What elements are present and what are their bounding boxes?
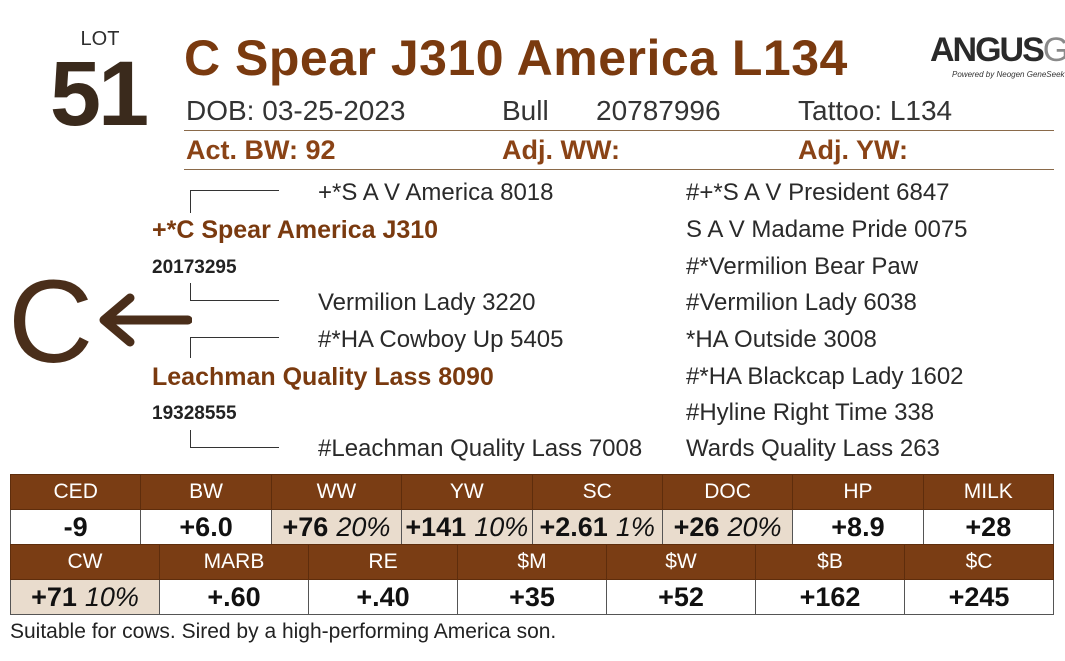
lot-label: LOT — [80, 28, 120, 50]
pedigree-ancestor: #*HA Blackcap Lady 1602 — [686, 363, 964, 390]
lot-comment: Suitable for cows. Sired by a high-perfo… — [10, 620, 557, 643]
epd-label: WW — [270, 474, 403, 510]
epd-value-b: +162 — [755, 579, 905, 615]
pedigree-bracket — [190, 190, 279, 213]
epd-value-yw: +141 10% — [401, 509, 533, 545]
epd-label: $B — [755, 544, 905, 580]
dam: Leachman Quality Lass 8090 — [152, 363, 494, 391]
epd-header-row: CW MARB RE $M $W $B $C — [10, 544, 1054, 580]
pedigree-ancestor: #Hyline Right Time 338 — [686, 399, 935, 426]
epd-label: $M — [457, 544, 607, 580]
epd-value-ced: -9 — [9, 509, 142, 545]
pedigree-ancestor: S A V Madame Pride 0075 — [686, 216, 968, 243]
epd-value-doc: +26 20% — [661, 509, 794, 545]
dob: DOB: 03-25-2023 — [186, 95, 406, 126]
epd-label: MILK — [922, 474, 1055, 510]
epd-percentile: 20% — [336, 511, 391, 542]
epd-label: $C — [904, 544, 1054, 580]
epd-value-marb: +.60 — [159, 579, 309, 615]
epd-header-row: CED BW WW YW SC DOC HP MILK — [9, 474, 1055, 510]
dam-registration: 19328555 — [152, 403, 237, 424]
epd-label: BW — [140, 474, 272, 510]
sire-dam: Vermilion Lady 3220 — [318, 289, 536, 316]
epd-label: MARB — [159, 544, 309, 580]
pedigree-bracket — [190, 337, 279, 358]
epd-value-row: +71 10% +.60 +.40 +35 +52 +162 +245 — [10, 579, 1054, 615]
animal-name: C Spear J310 America L134 — [184, 30, 848, 86]
epd-value-sc: +2.61 1% — [531, 509, 663, 545]
pedigree-ancestor: #*Vermilion Bear Paw — [686, 253, 919, 280]
logo-main: ANGUS — [930, 31, 1045, 69]
epd-value-milk: +28 — [922, 509, 1055, 545]
sex: Bull — [502, 95, 549, 126]
epd-label: RE — [308, 544, 458, 580]
epd-value-bw: +6.0 — [140, 509, 272, 545]
epd-percentile: 10% — [474, 511, 529, 542]
epd-label: $W — [606, 544, 756, 580]
epd-label: CED — [9, 474, 142, 510]
logo-suffix: GS — [1042, 31, 1065, 69]
pedigree-bracket — [190, 283, 279, 301]
epd-value-hp: +8.9 — [792, 509, 924, 545]
logo-tagline: Powered by Neogen GeneSeek — [952, 70, 1065, 79]
adjusted-weaning-weight: Adj. WW: — [502, 135, 620, 165]
epd-percentile: 1% — [615, 511, 655, 542]
divider — [184, 130, 1054, 131]
sire-registration: 20173295 — [152, 257, 237, 278]
registration-number: 20787996 — [596, 95, 721, 126]
tattoo: Tattoo: L134 — [798, 95, 953, 126]
epd-value-row: -9 +6.0 +76 20% +141 10% +2.61 1% +26 20% +8… — [9, 509, 1055, 545]
dam-sire: #*HA Cowboy Up 5405 — [318, 326, 564, 353]
arrow-left-icon — [99, 293, 192, 347]
sire-sire: +*S A V America 8018 — [318, 179, 554, 206]
epd-percentile: 10% — [84, 581, 139, 612]
epd-value-re: +.40 — [308, 579, 458, 615]
epd-value-m: +35 — [457, 579, 607, 615]
epd-label: DOC — [661, 474, 794, 510]
epd-value-cw: +71 10% — [10, 579, 160, 615]
epd-value-w: +52 — [606, 579, 756, 615]
pedigree-ancestor: Wards Quality Lass 263 — [686, 435, 940, 462]
lot-number: 51 — [49, 43, 149, 145]
pedigree-bracket — [190, 430, 279, 448]
epd-label: HP — [792, 474, 924, 510]
epd-label: SC — [531, 474, 663, 510]
epd-label: YW — [401, 474, 533, 510]
sire: +*C Spear America J310 — [152, 216, 439, 244]
pedigree-ancestor: #Vermilion Lady 6038 — [686, 289, 917, 316]
dam-dam: #Leachman Quality Lass 7008 — [318, 435, 643, 462]
epd-percentile: 20% — [727, 511, 782, 542]
epd-table-2: CW MARB RE $M $W $B $C +71 10% +.60 +.40 … — [10, 544, 1054, 615]
pedigree-ancestor: *HA Outside 3008 — [686, 326, 877, 353]
divider — [184, 169, 1054, 170]
epd-table-1: CED BW WW YW SC DOC HP MILK -9 +6.0 +76 2… — [9, 474, 1055, 545]
pedigree-ancestor: #+*S A V President 6847 — [686, 179, 950, 206]
adjusted-yearling-weight: Adj. YW: — [798, 135, 909, 165]
actual-birth-weight: Act. BW: 92 — [186, 135, 336, 165]
epd-label: CW — [10, 544, 160, 580]
epd-value-c: +245 — [904, 579, 1054, 615]
epd-value-ww: +76 20% — [270, 509, 403, 545]
marker-letter: C — [8, 256, 94, 388]
angus-gs-logo: ANGUSGS Powered by Neogen GeneSeek — [930, 30, 1065, 85]
